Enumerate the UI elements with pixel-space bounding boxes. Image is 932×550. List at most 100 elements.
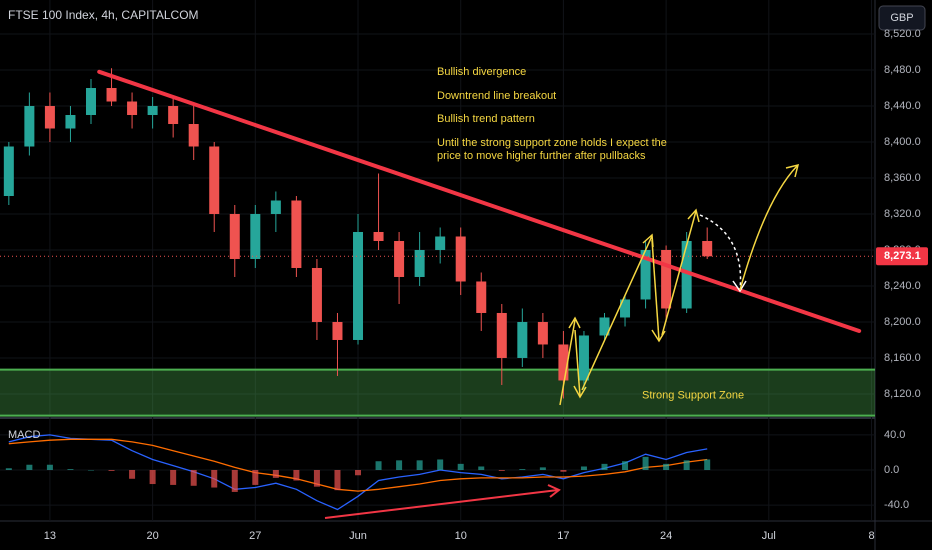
histogram-bar	[560, 470, 567, 472]
histogram-bar	[108, 470, 115, 471]
histogram-bar	[457, 463, 464, 470]
candle-body	[168, 106, 179, 125]
arrowhead	[573, 385, 587, 399]
histogram-bar	[478, 466, 485, 470]
histogram-bar	[642, 456, 649, 470]
candle-body	[455, 236, 466, 282]
histogram-bar	[519, 469, 526, 470]
currency-label: GBP	[890, 12, 913, 24]
pattern-arrow	[661, 210, 697, 336]
arrowhead	[651, 329, 666, 343]
histogram-bar	[313, 470, 320, 487]
y-tick-label: 8,400.0	[884, 136, 921, 148]
histogram-bar	[498, 470, 505, 471]
pullback-arrow	[699, 214, 742, 291]
currency-button[interactable]	[878, 5, 926, 31]
histogram-bar	[252, 470, 259, 485]
arrowhead	[687, 208, 700, 223]
candle-body	[578, 335, 589, 381]
candle-body	[373, 231, 384, 241]
last-price-box	[876, 247, 928, 266]
histogram-bar	[683, 460, 690, 470]
histogram-bar	[190, 470, 197, 486]
y-tick-label: 8,120.0	[884, 388, 921, 400]
candle-body	[517, 321, 528, 358]
candle-body	[3, 146, 14, 196]
trendline	[97, 69, 862, 333]
candle-body	[702, 240, 713, 257]
histogram-bar	[170, 470, 177, 485]
support-zone	[0, 369, 875, 416]
histogram-bar	[231, 470, 238, 492]
histogram-bar	[622, 461, 629, 470]
histogram-bar	[663, 463, 670, 470]
histogram-bar	[396, 460, 403, 470]
y-tick-label: 8,360.0	[884, 172, 921, 184]
projection-arrow	[739, 165, 798, 291]
x-tick-label: 10	[455, 530, 467, 542]
annotation: Downtrend line breakout	[437, 90, 556, 102]
x-tick-label: 8	[868, 530, 874, 542]
histogram-bar	[334, 470, 341, 491]
y-tick-label: 8,520.0	[884, 28, 921, 40]
candle-body	[229, 213, 240, 259]
candle-body	[291, 200, 302, 268]
candle-body	[147, 106, 158, 116]
candle-body	[394, 240, 405, 277]
candle-body	[414, 249, 425, 277]
zone-label: Strong Support Zone	[642, 390, 744, 402]
candle-body	[209, 146, 220, 214]
pattern-arrow	[574, 329, 581, 397]
pattern-arrow	[651, 239, 660, 341]
candle-body	[106, 88, 117, 102]
histogram-bar	[539, 467, 546, 470]
y-tick-label: 0.0	[884, 464, 899, 476]
candle-body	[681, 240, 692, 309]
last-price-label: 8,273.1	[884, 250, 921, 262]
candle-body	[250, 213, 261, 259]
histogram-bar	[704, 459, 711, 470]
candle-body	[558, 344, 569, 381]
candle-body	[353, 231, 364, 340]
y-tick-label: 8,440.0	[884, 100, 921, 112]
macd-line	[8, 438, 708, 492]
y-tick-label: 8,240.0	[884, 280, 921, 292]
histogram-bar	[580, 466, 587, 470]
y-tick-label: 8,320.0	[884, 208, 921, 220]
y-tick-label: -40.0	[884, 499, 909, 511]
candle-body	[537, 321, 548, 345]
candle-body	[270, 200, 281, 214]
y-tick-label: 8,160.0	[884, 352, 921, 364]
histogram-bar	[5, 468, 12, 470]
candle-body	[620, 299, 631, 318]
histogram-bar	[375, 461, 382, 470]
histogram-bar	[26, 464, 33, 470]
x-tick-label: 27	[249, 530, 261, 542]
candle-body	[476, 281, 487, 313]
histogram-bar	[293, 470, 300, 481]
histogram-bar	[601, 463, 608, 470]
annotation: Bullish divergence	[437, 66, 526, 78]
annotation: Until the strong support zone holds I ex…	[437, 137, 667, 149]
y-tick-label: 8,480.0	[884, 64, 921, 76]
histogram-bar	[437, 459, 444, 470]
x-tick-label: 20	[146, 530, 158, 542]
histogram-bar	[46, 464, 53, 470]
chart-title: FTSE 100 Index, 4h, CAPITALCOM	[8, 8, 199, 22]
candle-body	[496, 312, 507, 358]
histogram-bar	[355, 470, 362, 476]
histogram-bar	[211, 470, 218, 488]
x-tick-label: 13	[44, 530, 56, 542]
candle-body	[435, 236, 446, 250]
candle-body	[599, 317, 610, 336]
divergence-line	[324, 489, 559, 519]
macd-line	[8, 434, 708, 511]
arrowhead	[785, 163, 800, 178]
histogram-bar	[67, 469, 74, 470]
histogram-bar	[87, 470, 94, 471]
candle-body	[188, 124, 199, 147]
candle-body	[85, 88, 96, 116]
arrowhead	[568, 316, 581, 329]
y-tick-label: 8,200.0	[884, 316, 921, 328]
